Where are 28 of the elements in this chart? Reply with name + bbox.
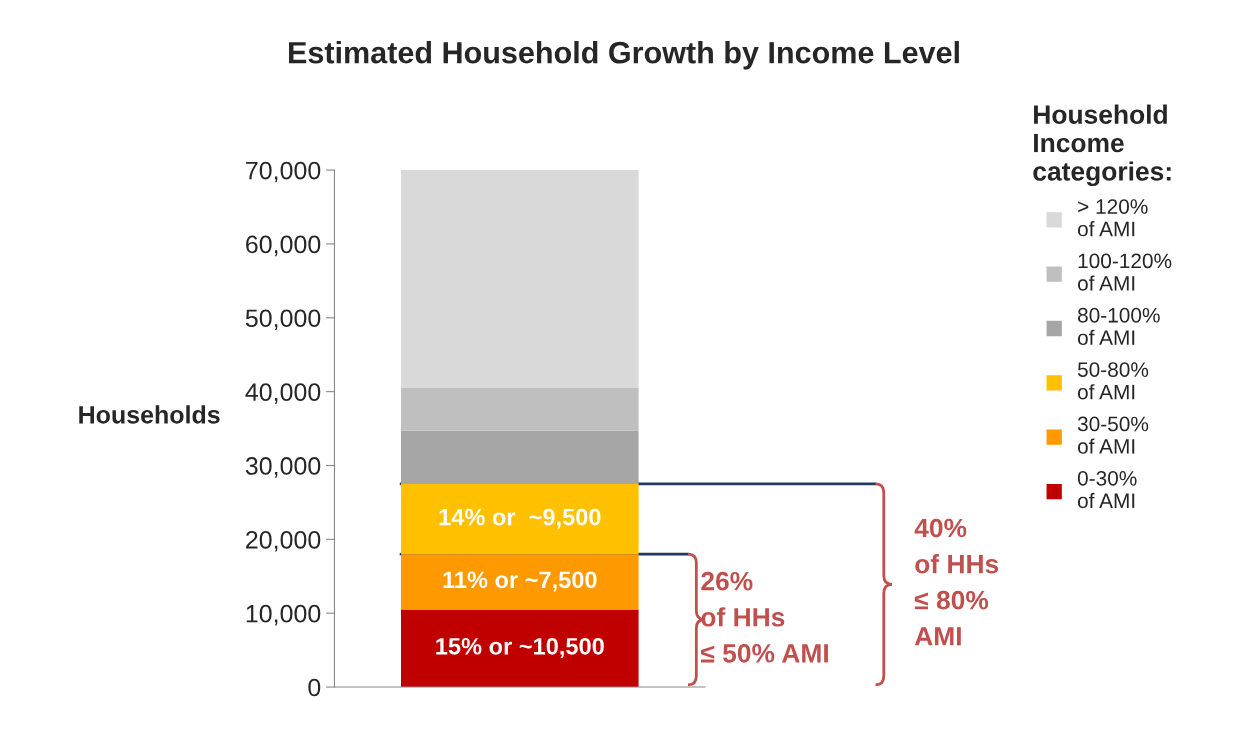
- legend-label: 50-80% of AMI: [1077, 362, 1149, 400]
- data-label: 14% or ~9,500: [439, 508, 601, 529]
- y-tick-label: 50,000: [245, 309, 321, 331]
- y-tick-label: 0: [308, 678, 321, 697]
- bar: [400, 170, 639, 388]
- legend-label: > 120% of AMI: [1077, 199, 1148, 237]
- chart-title: Estimated Household Growth by Income Level: [289, 41, 959, 70]
- text: 40% of HHs ≤ 80% AMI: [914, 518, 999, 646]
- bar: [400, 430, 639, 484]
- y-tick-label: 70,000: [246, 161, 321, 183]
- y-tick-label: 30,000: [245, 457, 321, 478]
- text: 26% of HHs ≤ 50% AMI: [701, 571, 828, 663]
- legend-title: Household Income categories:: [1033, 104, 1171, 187]
- y-tick-label: 20,000: [246, 530, 321, 552]
- bar: [400, 483, 639, 555]
- data-label: 15% or ~10,500: [436, 637, 604, 659]
- y-tick-label: 40,000: [245, 383, 321, 404]
- legend-label: 30-50% of AMI: [1077, 416, 1149, 454]
- legend-label: 100-120% of AMI: [1077, 253, 1172, 291]
- legend-label: 0-30% of AMI: [1077, 470, 1137, 509]
- y-axis-title: Households: [79, 405, 220, 424]
- y-tick-label: 10,000: [246, 604, 321, 626]
- bar: [400, 387, 639, 431]
- legend-label: 80-100% of AMI: [1077, 307, 1160, 346]
- bar: [400, 609, 639, 688]
- bar: [400, 554, 639, 610]
- data-label: 11% or ~7,500: [443, 571, 597, 592]
- y-tick-label: 60,000: [246, 235, 321, 257]
